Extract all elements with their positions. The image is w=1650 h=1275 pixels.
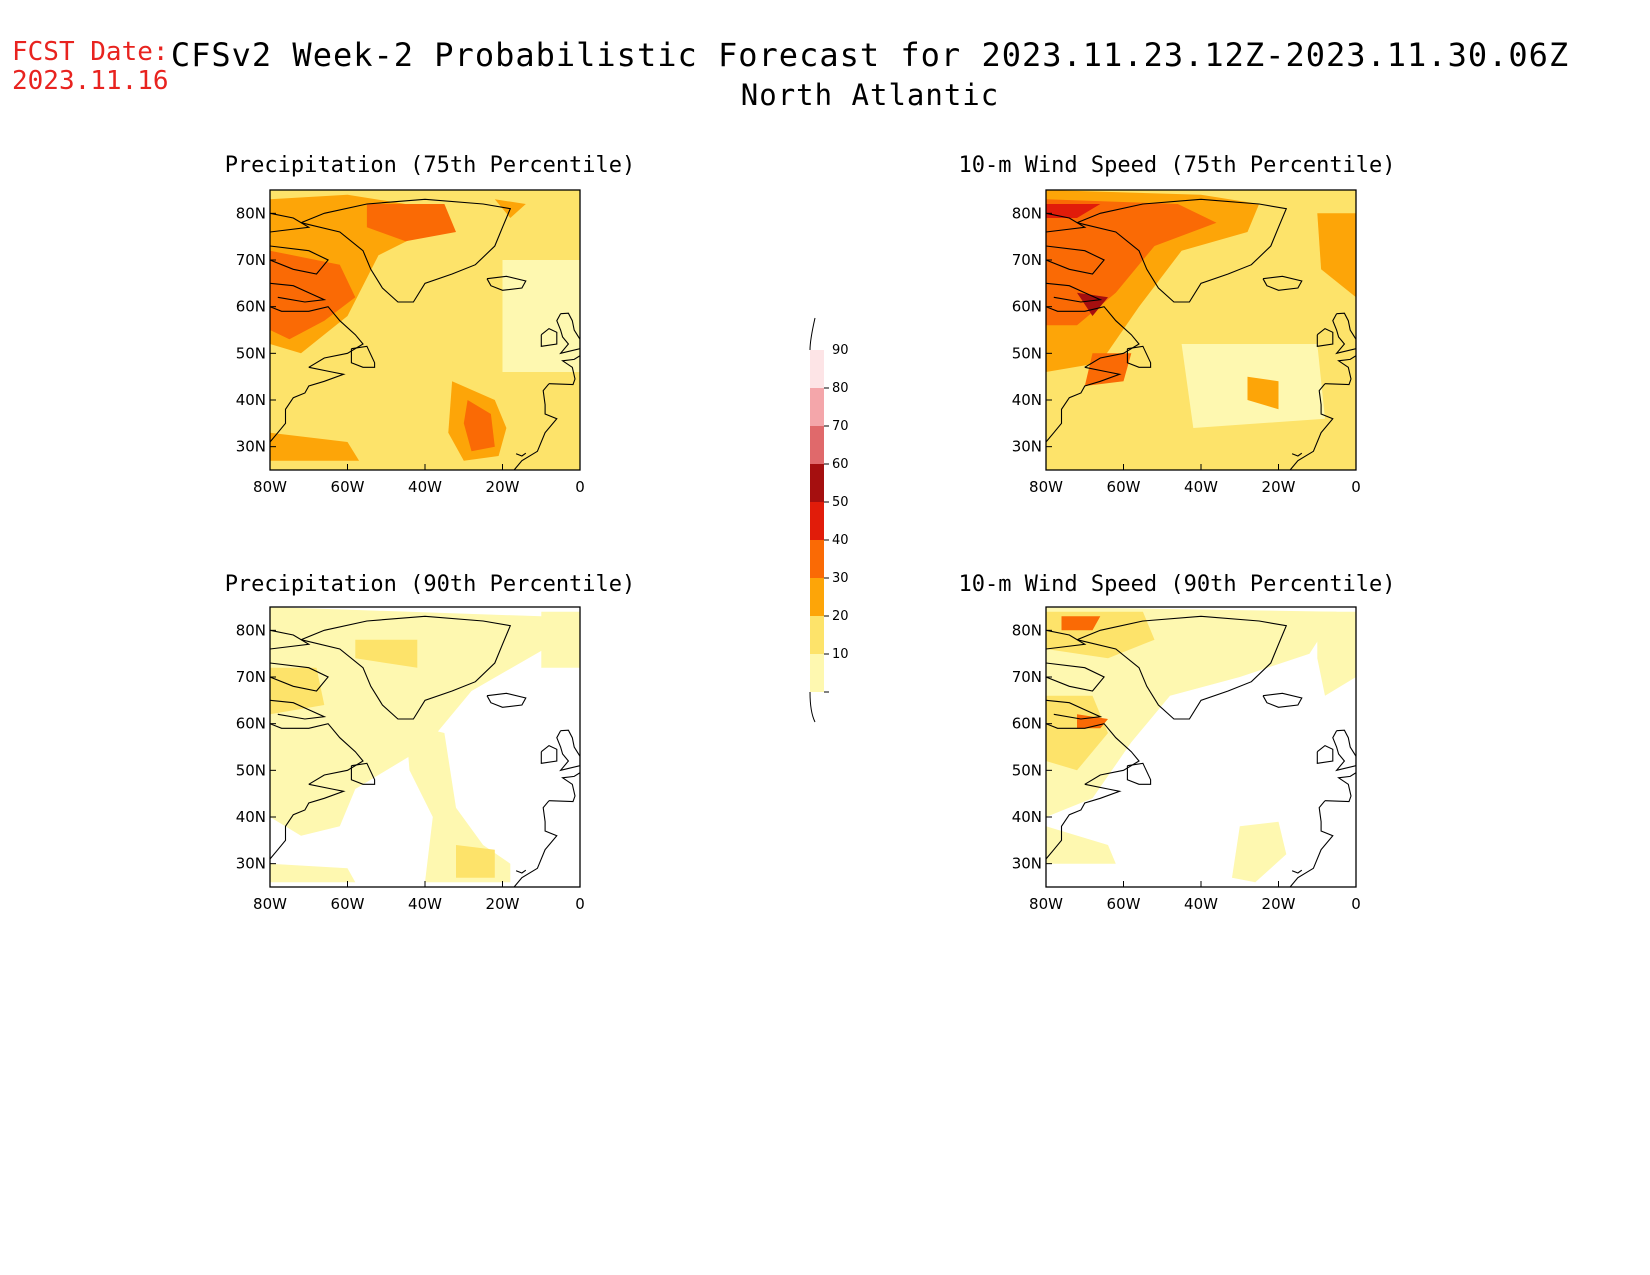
precip90-lon-label: 40W [408,895,442,913]
colorbar-label: 60 [832,457,849,472]
wind90-lat-label: 60N [1012,715,1042,733]
panel-title-wind90: 10-m Wind Speed (90th Percentile) [958,572,1396,597]
wind75-field [1046,190,1356,470]
colorbar-bottom-arrow [809,691,816,723]
precip75-field [270,190,580,470]
wind90-lat-label: 40N [1012,808,1042,826]
precip75-lat-label: 70N [236,251,266,269]
map-wind75: 80N 70N 60N 50N 40N 30N 80W 60W 40W 20W 0 [1012,189,1361,496]
precip90-lat-label: 40N [236,808,266,826]
colorbar-label: 30 [832,571,849,586]
fcst-label: FCST Date: [12,37,169,67]
wind75-lon-label: 0 [1351,478,1361,496]
wind75-lat-label: 50N [1012,344,1042,362]
colorbar-swatch [810,616,824,654]
precip90-field [270,607,580,883]
wind90-lon-label: 40W [1184,895,1218,913]
panel-title-wind75: 10-m Wind Speed (75th Percentile) [958,153,1396,178]
page-title: CFSv2 Week-2 Probabilistic Forecast for … [170,36,1570,74]
wind75-lat-label: 80N [1012,204,1042,222]
colorbar-label: 20 [832,609,849,624]
wind90-lon-label: 20W [1262,895,1296,913]
wind75-lon-label: 60W [1107,478,1141,496]
colorbar-swatch [810,464,824,502]
colorbar-label: 40 [832,533,849,548]
precip75-coastlines [270,198,580,470]
colorbar-swatch [810,654,824,692]
fcst-date: 2023.11.16 [12,66,169,96]
colorbar-top-arrow [810,318,824,350]
colorbar-label: 70 [832,419,849,434]
wind75-lat-label: 70N [1012,251,1042,269]
precip75-lon-label: 80W [253,478,287,496]
wind75-lat-label: 30N [1012,438,1042,456]
colorbar: 90 80 70 60 50 40 30 20 10 [809,317,849,723]
colorbar-swatch [810,578,824,616]
precip75-lon-label: 40W [408,478,442,496]
wind75-coastlines [1046,198,1356,470]
precip90-lat-label: 60N [236,715,266,733]
wind90-lat-label: 80N [1012,621,1042,639]
map-precip75: 80N 70N 60N 50N 40N 30N 80W 60W 40W 20W 0 [236,189,585,496]
colorbar-swatch [810,540,824,578]
wind90-lon-label: 80W [1029,895,1063,913]
precip90-lon-label: 20W [486,895,520,913]
precip75-lat-label: 80N [236,204,266,222]
wind90-lon-label: 0 [1351,895,1361,913]
wind75-lon-label: 80W [1029,478,1063,496]
wind90-lat-label: 70N [1012,668,1042,686]
precip75-lat-label: 50N [236,344,266,362]
colorbar-label: 10 [832,647,849,662]
precip90-lat-label: 50N [236,761,266,779]
colorbar-swatch [810,502,824,540]
panel-title-precip75: Precipitation (75th Percentile) [224,153,636,178]
colorbar-swatch [810,350,824,388]
forecast-date-label: FCST Date: 2023.11.16 [12,38,169,96]
wind90-lat-label: 50N [1012,761,1042,779]
precip75-lon-label: 60W [331,478,365,496]
wind75-lon-label: 20W [1262,478,1296,496]
precip90-lon-label: 0 [575,895,585,913]
region-subtitle: North Atlantic [740,78,1000,112]
colorbar-label: 80 [832,381,849,396]
wind75-lon-label: 40W [1184,478,1218,496]
precip90-coastlines [270,615,580,887]
wind90-lon-label: 60W [1107,895,1141,913]
wind90-field [1046,607,1356,883]
precip90-lat-label: 80N [236,621,266,639]
colorbar-label: 50 [832,495,849,510]
wind75-lat-label: 40N [1012,391,1042,409]
precip75-lat-label: 60N [236,298,266,316]
precip75-lon-label: 20W [486,478,520,496]
wind75-lat-label: 60N [1012,298,1042,316]
precip75-lat-label: 30N [236,438,266,456]
colorbar-swatch [810,388,824,426]
panel-title-precip90: Precipitation (90th Percentile) [224,572,636,597]
precip90-lat-label: 70N [236,668,266,686]
map-precip90: 80N 70N 60N 50N 40N 30N 80W 60W 40W 20W 0 [236,606,585,913]
colorbar-label: 90 [832,343,849,358]
colorbar-swatch [810,426,824,464]
map-wind90: 80N 70N 60N 50N 40N 30N 80W 60W 40W 20W 0 [1012,606,1361,913]
wind90-lat-label: 30N [1012,855,1042,873]
precip75-lat-label: 40N [236,391,266,409]
precip75-lon-label: 0 [575,478,585,496]
precip90-lon-label: 60W [331,895,365,913]
precip90-lat-label: 30N [236,855,266,873]
wind90-coastlines [1046,615,1356,887]
precip90-lon-label: 80W [253,895,287,913]
